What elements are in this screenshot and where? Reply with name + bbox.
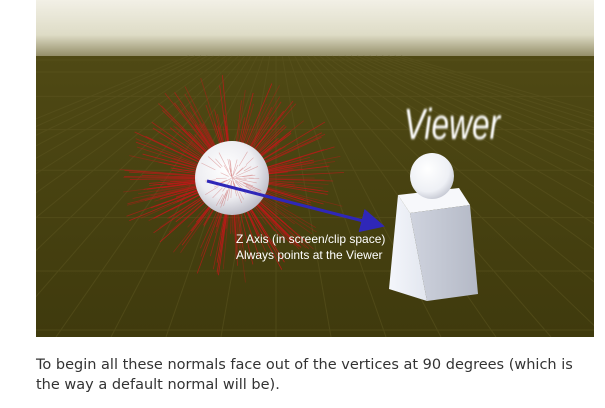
viewer-head [410,153,454,199]
annotation-line-1: Z Axis (in screen/clip space) [236,232,385,246]
sphere-surface-normals [201,151,262,208]
viewer-body-top [398,188,470,213]
viewer-body-front [389,195,427,301]
annotation-line-2: Always points at the Viewer [236,248,383,262]
caption-paragraph: To begin all these normals face out of t… [36,357,573,393]
sky-background [36,0,594,58]
viewer-label: Viewer [404,100,502,149]
z-axis-annotation: Z Axis (in screen/clip space) Always poi… [236,232,385,262]
viewer-figure [389,153,478,301]
z-axis-arrow [206,179,385,233]
viewer-body-side [410,205,478,301]
scene-illustration: Viewer Z Axis (in screen/clip space) Alw… [36,0,594,337]
scene-figure: Viewer Z Axis (in screen/clip space) Alw… [36,0,594,337]
ground-plane [36,56,594,337]
sphere [195,141,269,215]
